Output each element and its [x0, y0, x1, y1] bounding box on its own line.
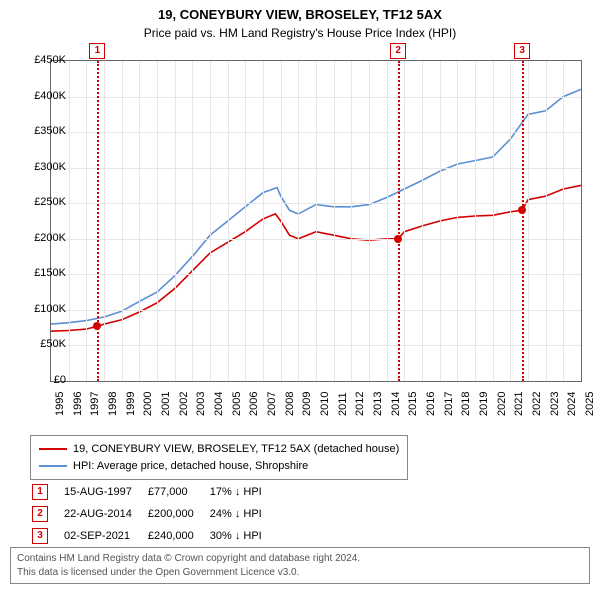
x-tick-label: 1996: [72, 392, 84, 416]
chart-container: 19, CONEYBURY VIEW, BROSELEY, TF12 5AX P…: [0, 0, 600, 590]
x-tick-label: 2008: [284, 392, 296, 416]
event-index-box: 1: [32, 484, 48, 500]
x-tick-label: 2017: [443, 392, 455, 416]
event-price: £240,000: [148, 526, 208, 546]
x-tick-label: 2006: [248, 392, 260, 416]
legend-item: HPI: Average price, detached house, Shro…: [39, 458, 399, 475]
plot-area: 123: [50, 60, 582, 382]
x-tick-label: 2013: [372, 392, 384, 416]
event-date: 02-SEP-2021: [64, 526, 146, 546]
x-tick-label: 2001: [160, 392, 172, 416]
x-tick-label: 2023: [549, 392, 561, 416]
event-date: 15-AUG-1997: [64, 482, 146, 502]
event-marker-dot: [518, 206, 526, 214]
legend-label: 19, CONEYBURY VIEW, BROSELEY, TF12 5AX (…: [73, 443, 399, 455]
event-index-box: 2: [32, 506, 48, 522]
legend-item: 19, CONEYBURY VIEW, BROSELEY, TF12 5AX (…: [39, 441, 399, 458]
x-tick-label: 1998: [107, 392, 119, 416]
y-tick-label: £50K: [40, 338, 66, 350]
y-tick-label: £400K: [34, 90, 66, 102]
chart-title-line1: 19, CONEYBURY VIEW, BROSELEY, TF12 5AX: [0, 6, 600, 24]
y-tick-label: £300K: [34, 161, 66, 173]
y-tick-label: £450K: [34, 54, 66, 66]
event-row: 222-AUG-2014£200,00024% ↓ HPI: [32, 504, 276, 524]
x-tick-label: 1997: [89, 392, 101, 416]
event-marker-dot: [93, 322, 101, 330]
x-tick-label: 2004: [213, 392, 225, 416]
legend-label: HPI: Average price, detached house, Shro…: [73, 460, 308, 472]
chart-title-line2: Price paid vs. HM Land Registry's House …: [0, 26, 600, 40]
event-marker-box: 2: [390, 43, 406, 59]
x-tick-label: 2002: [178, 392, 190, 416]
x-tick-label: 2005: [231, 392, 243, 416]
event-date: 22-AUG-2014: [64, 504, 146, 524]
y-tick-label: £250K: [34, 196, 66, 208]
y-tick-label: £150K: [34, 267, 66, 279]
event-marker-line: [398, 61, 400, 381]
event-marker-line: [97, 61, 99, 381]
event-pct: 17%: [210, 486, 235, 498]
x-tick-label: 2015: [407, 392, 419, 416]
x-tick-label: 2020: [496, 392, 508, 416]
event-row: 302-SEP-2021£240,00030% ↓ HPI: [32, 526, 276, 546]
x-tick-label: 2003: [195, 392, 207, 416]
attribution-line2: This data is licensed under the Open Gov…: [17, 566, 583, 580]
event-marker-dot: [394, 235, 402, 243]
x-tick-label: 2025: [584, 392, 596, 416]
attribution-box: Contains HM Land Registry data © Crown c…: [10, 547, 590, 584]
x-tick-label: 2009: [301, 392, 313, 416]
event-index-box: 3: [32, 528, 48, 544]
y-tick-label: £100K: [34, 303, 66, 315]
event-pct: 24%: [210, 508, 235, 520]
y-tick-label: £350K: [34, 125, 66, 137]
events-table: 115-AUG-1997£77,00017% ↓ HPI222-AUG-2014…: [30, 480, 278, 548]
x-tick-label: 2011: [337, 392, 349, 416]
event-suffix: HPI: [240, 530, 261, 542]
y-tick-label: £0: [54, 374, 66, 386]
event-suffix: HPI: [240, 508, 261, 520]
y-tick-label: £200K: [34, 232, 66, 244]
event-marker-line: [522, 61, 524, 381]
event-price: £200,000: [148, 504, 208, 524]
legend-swatch: [39, 465, 67, 467]
event-suffix: HPI: [240, 486, 261, 498]
x-tick-label: 2000: [142, 392, 154, 416]
event-price: £77,000: [148, 482, 208, 502]
x-tick-label: 2022: [531, 392, 543, 416]
x-tick-label: 2024: [566, 392, 578, 416]
x-tick-label: 2018: [460, 392, 472, 416]
x-tick-label: 2021: [513, 392, 525, 416]
legend-swatch: [39, 448, 67, 450]
legend: 19, CONEYBURY VIEW, BROSELEY, TF12 5AX (…: [30, 435, 408, 480]
x-tick-label: 2010: [319, 392, 331, 416]
x-tick-label: 2016: [425, 392, 437, 416]
x-tick-label: 2014: [390, 392, 402, 416]
x-tick-label: 2019: [478, 392, 490, 416]
x-tick-label: 1995: [54, 392, 66, 416]
attribution-line1: Contains HM Land Registry data © Crown c…: [17, 552, 583, 566]
x-tick-label: 2007: [266, 392, 278, 416]
event-row: 115-AUG-1997£77,00017% ↓ HPI: [32, 482, 276, 502]
x-tick-label: 1999: [125, 392, 137, 416]
event-marker-box: 3: [514, 43, 530, 59]
x-tick-label: 2012: [354, 392, 366, 416]
event-marker-box: 1: [89, 43, 105, 59]
event-pct: 30%: [210, 530, 235, 542]
